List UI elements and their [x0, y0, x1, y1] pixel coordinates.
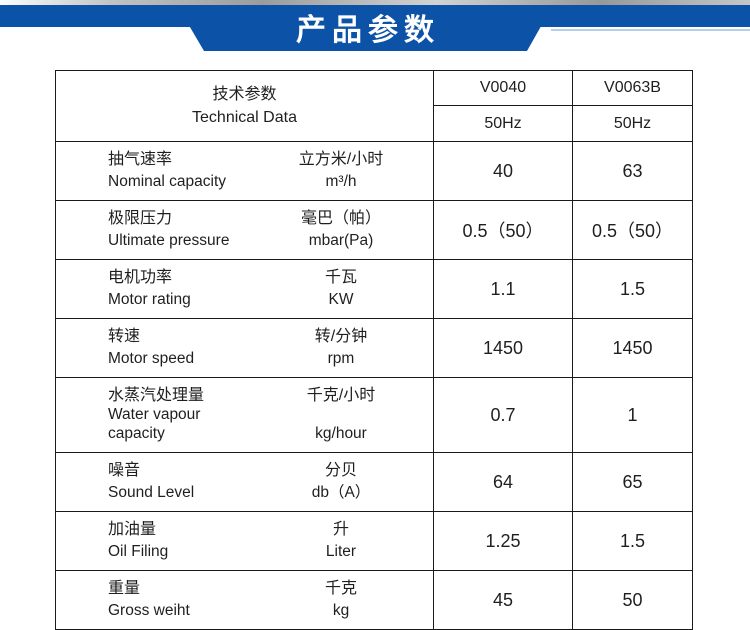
param-unit-en: kg	[332, 602, 350, 619]
table-row: 水蒸汽处理量 Water vapour capacity 千克/小时 kg/ho…	[55, 377, 693, 453]
value-v0040: 64	[433, 452, 573, 512]
header-param-label-en: Technical Data	[192, 109, 297, 126]
param-unit-en: db（A）	[311, 484, 371, 501]
value-v0040: 0.7	[433, 377, 573, 453]
param-unit-cn: 千克	[324, 580, 357, 597]
table-row: 转速 Motor speed 转/分钟 rpm 1450 1450	[55, 318, 693, 378]
param-name-cn: 噪音	[108, 462, 141, 479]
param-name-cn: 水蒸汽处理量	[108, 387, 205, 404]
spec-table: 技术参数 Technical Data V0040 V0063B 50Hz 50…	[55, 70, 693, 630]
metal-gradient-strip	[0, 0, 750, 5]
banner-light-underline	[551, 29, 750, 31]
param-cell: 水蒸汽处理量 Water vapour capacity 千克/小时 kg/ho…	[55, 377, 434, 453]
table-row: 抽气速率 Nominal capacity 立方米/小时 m³/h 40 63	[55, 141, 693, 201]
param-unit-cn: 转/分钟	[314, 328, 368, 345]
value-v0063b: 1	[572, 377, 693, 453]
value-v0063b: 65	[572, 452, 693, 512]
param-name-en: Nominal capacity	[108, 173, 227, 190]
param-name-cn: 转速	[108, 328, 141, 345]
value-v0040: 1.25	[433, 511, 573, 571]
table-row: 极限压力 Ultimate pressure 毫巴（帕） mbar(Pa) 0.…	[55, 200, 693, 260]
param-name-en: Motor rating	[108, 291, 191, 308]
param-name-en: Motor speed	[108, 350, 195, 367]
param-name-cn: 抽气速率	[108, 151, 173, 168]
table-row: 电机功率 Motor rating 千瓦 KW 1.1 1.5	[55, 259, 693, 319]
value-v0040: 1.1	[433, 259, 573, 319]
param-unit-cn: 升	[332, 521, 349, 538]
param-cell: 加油量 Oil Filing 升 Liter	[55, 511, 434, 571]
param-unit-en: kg/hour	[315, 425, 367, 442]
param-unit-cn: 分贝	[324, 462, 357, 479]
header-model-v0063b: V0063B	[572, 70, 693, 106]
table-header-row-freq: 50Hz 50Hz	[56, 105, 693, 142]
value-v0063b: 1.5	[572, 259, 693, 319]
value-v0063b: 0.5（50）	[572, 200, 693, 260]
param-name-cn: 电机功率	[108, 269, 173, 286]
header-param-cell: 技术参数 Technical Data	[55, 70, 434, 142]
product-parameters-banner: 产品参数	[0, 0, 750, 56]
value-v0040: 45	[433, 570, 573, 630]
param-name-en: Gross weiht	[108, 602, 190, 619]
value-v0040: 40	[433, 141, 573, 201]
value-v0063b: 50	[572, 570, 693, 630]
param-cell: 电机功率 Motor rating 千瓦 KW	[55, 259, 434, 319]
param-name-en: Ultimate pressure	[108, 232, 230, 249]
table-row: 加油量 Oil Filing 升 Liter 1.25 1.5	[55, 511, 693, 571]
param-unit-cn: 立方米/小时	[298, 151, 384, 168]
table-header-row-models: 技术参数 Technical Data V0040 V0063B	[55, 70, 693, 142]
table-row: 重量 Gross weiht 千克 kg 45 50	[55, 570, 693, 630]
value-v0063b: 1.5	[572, 511, 693, 571]
param-cell: 重量 Gross weiht 千克 kg	[55, 570, 434, 630]
param-unit-cn: 毫巴（帕）	[300, 210, 381, 227]
param-cell: 极限压力 Ultimate pressure 毫巴（帕） mbar(Pa)	[55, 200, 434, 260]
param-unit-en: KW	[328, 291, 354, 308]
header-model-v0040: V0040	[433, 70, 573, 106]
banner-trapezoid: 产品参数	[177, 5, 553, 51]
header-param-label-cn: 技术参数	[212, 86, 277, 103]
param-name-cn: 极限压力	[108, 210, 173, 227]
table-row: 噪音 Sound Level 分贝 db（A） 64 65	[55, 452, 693, 512]
param-cell: 转速 Motor speed 转/分钟 rpm	[55, 318, 434, 378]
header-freq-v0063b: 50Hz	[572, 105, 693, 142]
param-name-cn: 加油量	[108, 521, 157, 538]
param-unit-en: Liter	[325, 543, 357, 560]
param-unit-en: rpm	[327, 350, 355, 367]
value-v0040: 1450	[433, 318, 573, 378]
param-name-cn: 重量	[108, 580, 141, 597]
page-title: 产品参数	[296, 14, 440, 47]
header-freq-v0040: 50Hz	[433, 105, 573, 142]
value-v0040: 0.5（50）	[433, 200, 573, 260]
param-name-en: Water vapour capacity	[108, 406, 201, 442]
param-cell: 噪音 Sound Level 分贝 db（A）	[55, 452, 434, 512]
param-unit-en: mbar(Pa)	[308, 232, 374, 249]
param-unit-cn: 千克/小时	[306, 387, 376, 404]
param-name-en: Oil Filing	[108, 543, 169, 560]
value-v0063b: 63	[572, 141, 693, 201]
param-unit-en: m³/h	[325, 173, 357, 190]
value-v0063b: 1450	[572, 318, 693, 378]
param-cell: 抽气速率 Nominal capacity 立方米/小时 m³/h	[55, 141, 434, 201]
param-name-en: Sound Level	[108, 484, 195, 501]
param-unit-cn: 千瓦	[324, 269, 357, 286]
